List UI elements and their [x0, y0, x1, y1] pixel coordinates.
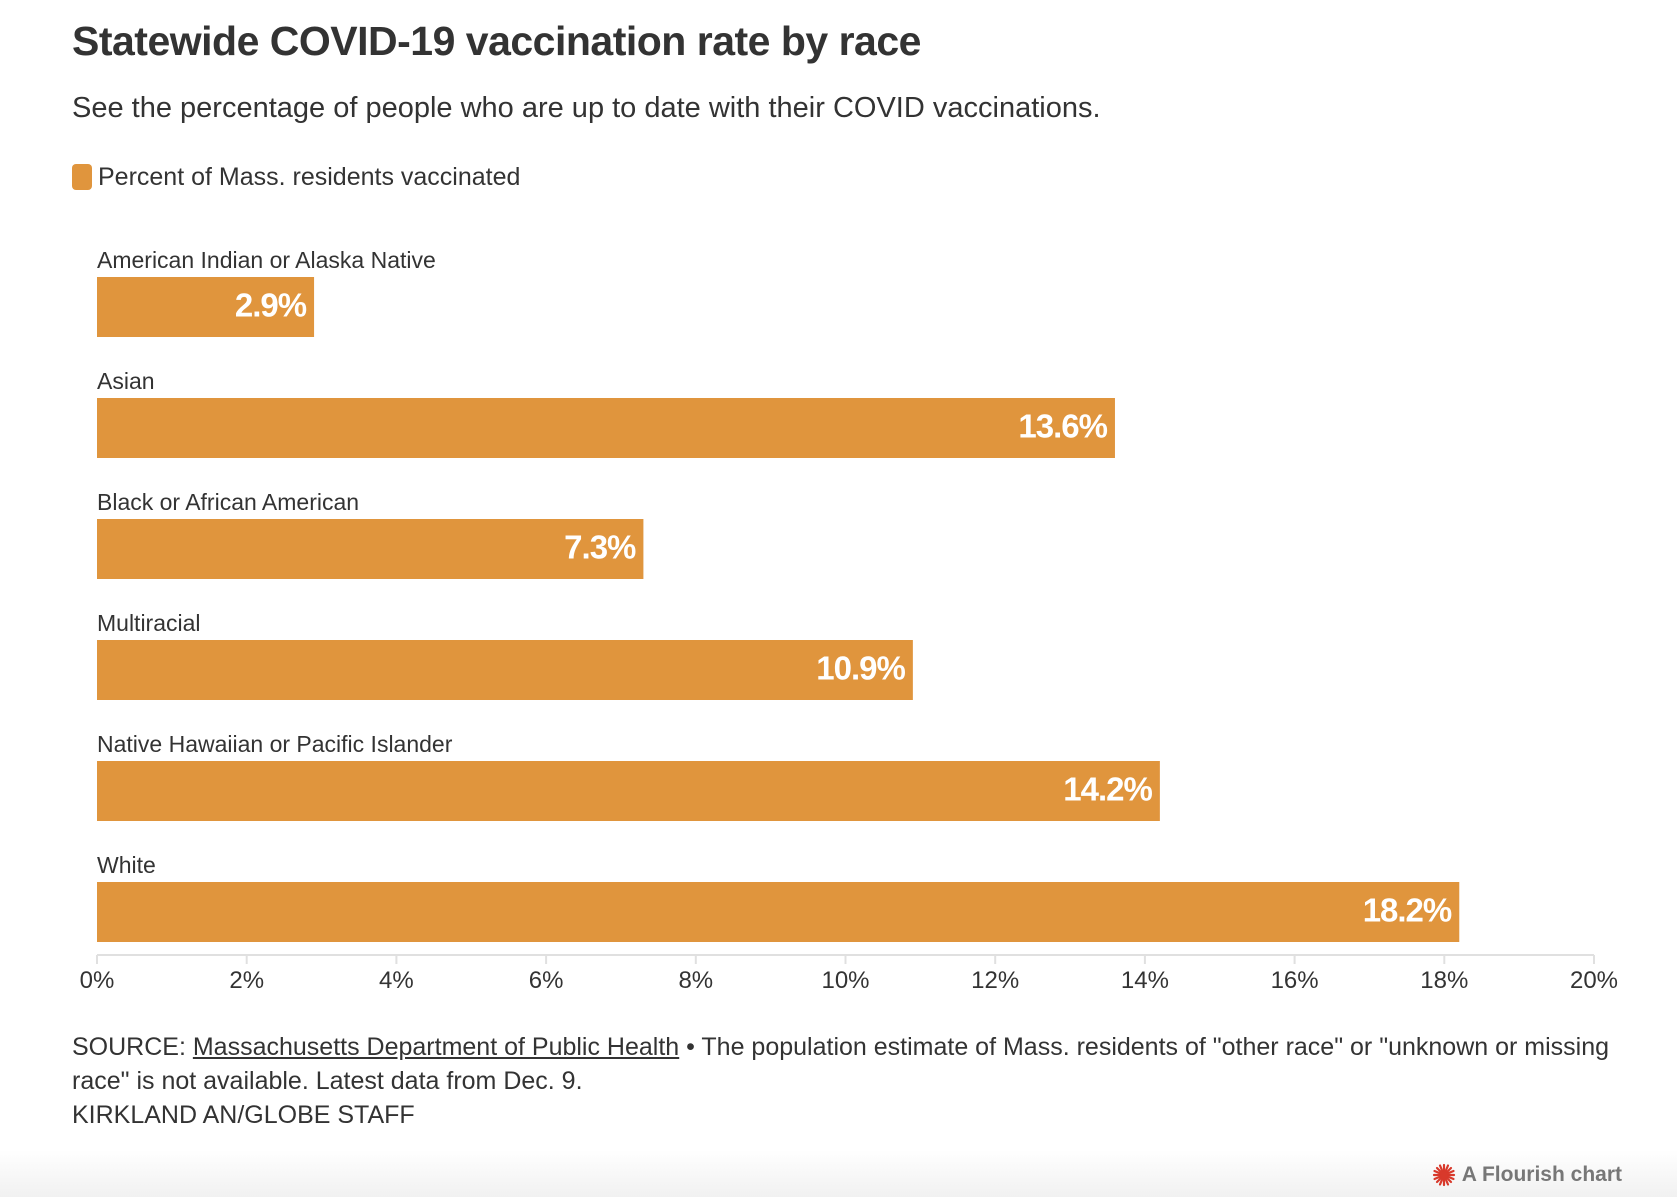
category-label: Multiracial: [97, 610, 201, 636]
x-tick-label: 8%: [678, 967, 713, 994]
legend-label: Percent of Mass. residents vaccinated: [98, 162, 521, 191]
category-label: Asian: [97, 368, 155, 394]
bar: [97, 398, 1115, 458]
bar: [97, 882, 1460, 942]
category-label: Black or African American: [97, 489, 359, 515]
x-tick-label: 2%: [229, 967, 264, 994]
chart-footer: SOURCE: Massachusetts Department of Publ…: [72, 1030, 1612, 1132]
source-prefix: SOURCE:: [72, 1033, 193, 1061]
chart-subtitle: See the percentage of people who are up …: [72, 92, 1101, 124]
bar-value-label: 18.2%: [1363, 892, 1452, 929]
category-label: White: [97, 852, 156, 878]
x-tick-label: 14%: [1121, 967, 1169, 994]
flourish-logo-icon: [1432, 1163, 1455, 1187]
chart-title: Statewide COVID-19 vaccination rate by r…: [72, 18, 921, 64]
bar: [97, 277, 315, 337]
bar-value-label: 7.3%: [564, 529, 636, 566]
flourish-label: A Flourish chart: [1461, 1163, 1622, 1186]
x-tick-label: 18%: [1420, 967, 1468, 994]
x-tick-label: 20%: [1570, 967, 1618, 994]
bar-value-label: 10.9%: [816, 650, 905, 687]
x-tick-label: 4%: [379, 967, 414, 994]
x-tick-label: 16%: [1271, 967, 1319, 994]
legend-swatch: [72, 164, 92, 190]
category-label: Native Hawaiian or Pacific Islander: [97, 731, 453, 757]
source-link[interactable]: Massachusetts Department of Public Healt…: [192, 1033, 680, 1061]
x-tick-label: 12%: [971, 967, 1019, 994]
legend: Percent of Mass. residents vaccinated: [72, 162, 520, 192]
x-tick-label: 0%: [80, 967, 115, 994]
category-label: American Indian or Alaska Native: [97, 247, 436, 273]
x-tick-label: 6%: [529, 967, 564, 994]
bar: [97, 640, 913, 700]
bar-chart: American Indian or Alaska Native 2.9% Asia…: [80, 247, 1618, 994]
bar-value-label: 2.9%: [235, 287, 307, 324]
bar-value-label: 14.2%: [1063, 771, 1152, 808]
flourish-link[interactable]: A Flourish chart: [1432, 1163, 1622, 1187]
bar-value-label: 13.6%: [1018, 408, 1107, 445]
bar: [97, 519, 644, 579]
footer-band: [0, 1150, 1677, 1197]
bar: [97, 761, 1160, 821]
x-tick-label: 10%: [821, 967, 869, 994]
source-note: • The population estimate of Mass. resid…: [72, 1033, 1610, 1095]
credit-line: KIRKLAND AN/GLOBE STAFF: [72, 1101, 415, 1129]
